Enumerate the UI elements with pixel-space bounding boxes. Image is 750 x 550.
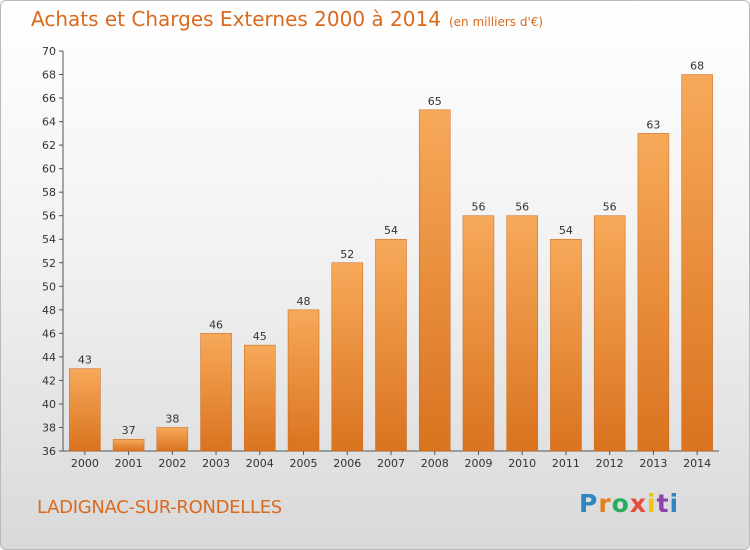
x-tick-label: 2005 <box>290 457 318 470</box>
x-tick-label: 2002 <box>158 457 186 470</box>
bar <box>69 368 101 452</box>
bar <box>287 309 320 452</box>
bar <box>375 238 407 452</box>
logo-letter: r <box>598 489 612 518</box>
x-tick-label: 2008 <box>421 457 449 470</box>
data-label: 38 <box>165 412 179 425</box>
bar <box>462 215 495 452</box>
x-tick-label: 2010 <box>508 457 536 470</box>
logo-letter: i <box>669 489 680 518</box>
data-label: 56 <box>603 201 617 214</box>
y-tick-label: 46 <box>42 327 56 340</box>
proxiti-logo: Proxiti <box>579 489 679 518</box>
y-tick-label: 44 <box>42 351 56 364</box>
y-tick-label: 36 <box>42 445 56 458</box>
chart-title: Achats et Charges Externes 2000 à 2014 (e… <box>31 7 543 31</box>
data-label: 48 <box>297 295 311 308</box>
bar <box>200 333 232 452</box>
x-tick-label: 2000 <box>71 457 99 470</box>
data-label: 45 <box>253 330 267 343</box>
logo-letter: o <box>611 489 630 518</box>
y-tick-label: 60 <box>42 163 56 176</box>
x-tick-label: 2011 <box>552 457 580 470</box>
y-tick-label: 70 <box>42 45 56 58</box>
x-tick-label: 2004 <box>246 457 274 470</box>
bar <box>593 215 626 452</box>
y-tick-label: 40 <box>42 398 56 411</box>
commune-name: LADIGNAC-SUR-RONDELLES <box>37 497 282 518</box>
bar <box>331 262 364 452</box>
chart-title-text: Achats et Charges Externes 2000 à 2014 <box>31 7 441 31</box>
data-label: 68 <box>690 60 704 73</box>
x-tick-label: 2014 <box>683 457 711 470</box>
data-label: 52 <box>340 248 354 261</box>
y-tick-label: 48 <box>42 304 56 317</box>
x-tick-label: 2001 <box>115 457 143 470</box>
bar <box>112 438 145 452</box>
y-tick-label: 62 <box>42 139 56 152</box>
data-label: 65 <box>428 95 442 108</box>
y-tick-label: 42 <box>42 374 56 387</box>
y-tick-label: 50 <box>42 280 56 293</box>
bar <box>637 133 670 452</box>
y-tick-label: 52 <box>42 257 56 270</box>
logo-letter: P <box>579 489 599 518</box>
bar <box>418 109 451 452</box>
data-label: 37 <box>122 424 136 437</box>
data-label: 46 <box>209 318 223 331</box>
bar <box>244 344 276 452</box>
logo-letter: t <box>656 489 670 518</box>
y-tick-label: 64 <box>42 116 56 129</box>
x-tick-label: 2012 <box>596 457 624 470</box>
bar <box>506 215 538 452</box>
y-tick-label: 66 <box>42 92 56 105</box>
bar <box>550 238 582 452</box>
data-label: 54 <box>384 224 398 237</box>
logo-letter: x <box>629 489 647 518</box>
y-tick-label: 54 <box>42 233 56 246</box>
y-tick-label: 58 <box>42 186 56 199</box>
x-tick-label: 2006 <box>333 457 361 470</box>
bar <box>156 427 189 452</box>
data-label: 56 <box>515 201 529 214</box>
y-tick-label: 56 <box>42 210 56 223</box>
x-tick-label: 2007 <box>377 457 405 470</box>
data-label: 56 <box>471 201 485 214</box>
y-tick-label: 68 <box>42 69 56 82</box>
bar <box>681 74 713 452</box>
chart-subtitle: (en milliers d'€) <box>448 15 544 29</box>
data-label: 63 <box>646 118 660 131</box>
x-tick-label: 2003 <box>202 457 230 470</box>
data-label: 43 <box>78 354 92 367</box>
x-tick-label: 2013 <box>639 457 667 470</box>
data-label: 54 <box>559 224 573 237</box>
x-tick-label: 2009 <box>464 457 492 470</box>
y-tick-label: 38 <box>42 421 56 434</box>
logo-letter: i <box>647 489 657 518</box>
